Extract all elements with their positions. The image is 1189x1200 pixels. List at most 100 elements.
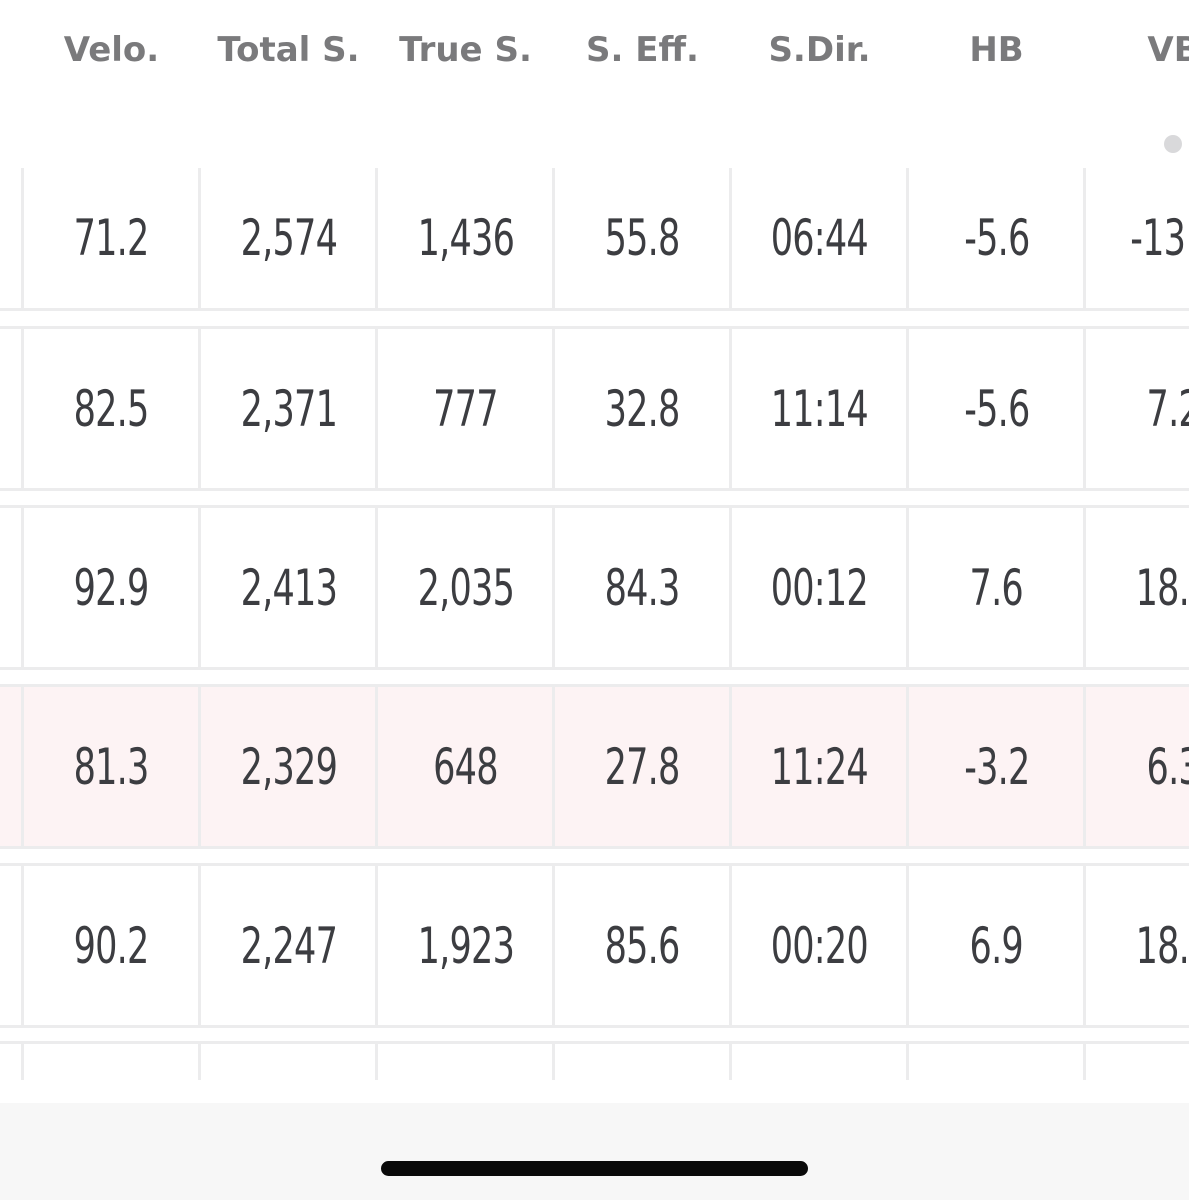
column-divider bbox=[729, 329, 732, 488]
table-row[interactable]: 82.5 2,371 777 32.8 11:14 -5.6 7.2 bbox=[0, 329, 1189, 491]
cell-velo: 81.3 bbox=[74, 737, 150, 796]
cell-hb: 7.6 bbox=[969, 558, 1024, 617]
column-divider bbox=[198, 866, 201, 1025]
cell-spin-eff: 85.6 bbox=[605, 916, 681, 975]
column-divider bbox=[21, 1044, 24, 1080]
table-row-highlighted[interactable]: 81.3 2,329 648 27.8 11:24 -3.2 6.3 bbox=[0, 687, 1189, 849]
row-separator bbox=[0, 326, 1189, 329]
column-divider bbox=[21, 866, 24, 1025]
column-divider bbox=[21, 687, 24, 846]
cell-spin-dir: 11:24 bbox=[770, 737, 869, 796]
column-divider bbox=[198, 1044, 201, 1080]
column-divider bbox=[906, 508, 909, 667]
column-divider bbox=[906, 1044, 909, 1080]
cell-true-spin: 1,923 bbox=[417, 916, 514, 975]
header-spin-dir[interactable]: S.Dir. bbox=[768, 30, 871, 70]
cell-vb: 18.1 bbox=[1136, 916, 1189, 975]
column-divider bbox=[1083, 508, 1086, 667]
column-divider bbox=[729, 687, 732, 846]
column-divider bbox=[906, 168, 909, 308]
column-divider bbox=[729, 866, 732, 1025]
column-divider bbox=[198, 168, 201, 308]
column-divider bbox=[21, 508, 24, 667]
column-divider bbox=[21, 168, 24, 308]
cell-total-spin: 2,247 bbox=[240, 916, 337, 975]
column-divider bbox=[906, 866, 909, 1025]
table-row[interactable]: 90.2 2,247 1,923 85.6 00:20 6.9 18.1 bbox=[0, 866, 1189, 1028]
column-divider bbox=[906, 329, 909, 488]
column-divider bbox=[375, 687, 378, 846]
column-divider bbox=[552, 1044, 555, 1080]
cell-hb: -5.6 bbox=[963, 209, 1030, 267]
column-divider bbox=[552, 508, 555, 667]
row-separator bbox=[0, 1041, 1189, 1044]
cell-velo: 71.2 bbox=[74, 209, 150, 267]
column-divider bbox=[375, 329, 378, 488]
cell-hb: -3.2 bbox=[963, 737, 1030, 796]
column-divider bbox=[1083, 1044, 1086, 1080]
column-divider bbox=[552, 687, 555, 846]
cell-spin-eff: 27.8 bbox=[605, 737, 681, 796]
header-total-spin[interactable]: Total S. bbox=[217, 30, 360, 70]
cell-true-spin: 2,035 bbox=[417, 558, 514, 617]
row-separator bbox=[0, 684, 1189, 687]
cell-hb: 6.9 bbox=[969, 916, 1024, 975]
table-row-partial[interactable] bbox=[0, 1044, 1189, 1080]
header-true-spin[interactable]: True S. bbox=[399, 30, 532, 70]
cell-spin-dir: 06:44 bbox=[770, 209, 869, 267]
cell-vb: 6.3 bbox=[1146, 737, 1189, 796]
column-divider bbox=[1083, 687, 1086, 846]
cell-hb: -5.6 bbox=[963, 379, 1030, 438]
cell-vb: 7.2 bbox=[1146, 379, 1189, 438]
cell-velo: 92.9 bbox=[74, 558, 150, 617]
column-divider bbox=[552, 866, 555, 1025]
cell-velo: 90.2 bbox=[74, 916, 150, 975]
column-divider bbox=[1083, 168, 1086, 308]
column-divider bbox=[375, 508, 378, 667]
bottom-safe-area bbox=[0, 1103, 1189, 1200]
table-header: Velo. Total S. True S. S. Eff. S.Dir. HB… bbox=[0, 0, 1189, 120]
cell-spin-eff: 55.8 bbox=[605, 209, 681, 267]
horizontal-scroll-indicator bbox=[1164, 135, 1182, 153]
column-divider bbox=[552, 168, 555, 308]
column-divider bbox=[198, 687, 201, 846]
cell-true-spin: 1,436 bbox=[417, 209, 514, 267]
column-divider bbox=[1083, 866, 1086, 1025]
cell-spin-dir: 00:20 bbox=[770, 916, 869, 975]
cell-spin-dir: 00:12 bbox=[770, 558, 869, 617]
header-velo[interactable]: Velo. bbox=[63, 30, 160, 70]
row-separator bbox=[0, 505, 1189, 508]
row-separator bbox=[0, 863, 1189, 866]
cell-total-spin: 2,413 bbox=[240, 558, 337, 617]
cell-spin-eff: 84.3 bbox=[605, 558, 681, 617]
column-divider bbox=[729, 168, 732, 308]
column-divider bbox=[375, 866, 378, 1025]
table-row[interactable]: 71.2 2,574 1,436 55.8 06:44 -5.6 -13.1 bbox=[0, 168, 1189, 311]
column-divider bbox=[729, 508, 732, 667]
cell-true-spin: 777 bbox=[433, 379, 498, 438]
cell-true-spin: 648 bbox=[433, 737, 498, 796]
cell-vb: -13.1 bbox=[1130, 209, 1189, 267]
column-divider bbox=[729, 1044, 732, 1080]
header-spin-eff[interactable]: S. Eff. bbox=[586, 30, 699, 70]
column-divider bbox=[375, 168, 378, 308]
header-vb[interactable]: VB bbox=[1147, 30, 1189, 70]
cell-total-spin: 2,329 bbox=[240, 737, 337, 796]
column-divider bbox=[1083, 329, 1086, 488]
cell-total-spin: 2,574 bbox=[240, 209, 337, 267]
column-divider bbox=[198, 508, 201, 667]
column-divider bbox=[21, 329, 24, 488]
header-hb[interactable]: HB bbox=[969, 30, 1024, 70]
cell-velo: 82.5 bbox=[74, 379, 150, 438]
cell-vb: 18.1 bbox=[1136, 558, 1189, 617]
column-divider bbox=[552, 329, 555, 488]
column-divider bbox=[906, 687, 909, 846]
cell-spin-eff: 32.8 bbox=[605, 379, 681, 438]
column-divider bbox=[375, 1044, 378, 1080]
home-indicator[interactable] bbox=[381, 1161, 808, 1176]
cell-total-spin: 2,371 bbox=[240, 379, 337, 438]
column-divider bbox=[198, 329, 201, 488]
table-row[interactable]: 92.9 2,413 2,035 84.3 00:12 7.6 18.1 bbox=[0, 508, 1189, 670]
cell-spin-dir: 11:14 bbox=[770, 379, 869, 438]
